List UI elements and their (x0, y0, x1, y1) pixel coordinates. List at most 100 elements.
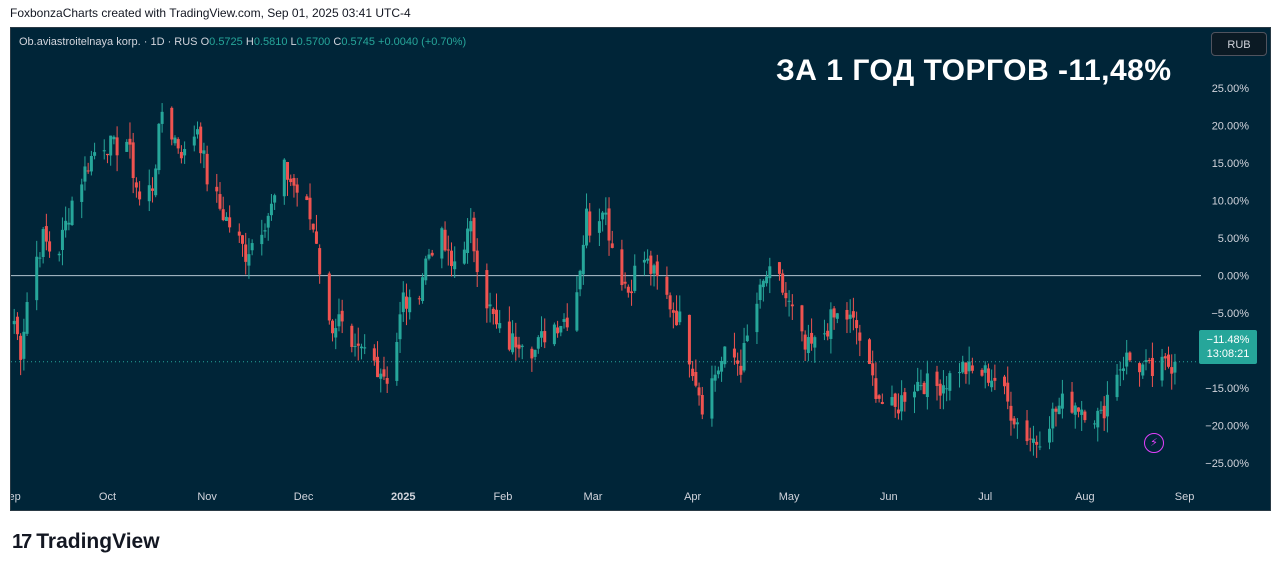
candle-body (630, 291, 634, 294)
y-tick-label: 20.00% (1212, 121, 1250, 133)
candle-body (1035, 441, 1039, 445)
candle-body (813, 337, 817, 348)
candle-body (511, 333, 515, 353)
price-chart[interactable]: 30.00%25.00%20.00%15.00%10.00%5.00%0.00%… (11, 28, 1271, 511)
candle-body (520, 345, 524, 348)
lightning-icon[interactable]: ⚡ (1144, 433, 1164, 453)
candle-body (1147, 360, 1151, 362)
candle-body (1115, 374, 1119, 398)
candle-body (536, 337, 540, 349)
candle-body (15, 316, 19, 335)
candle-body (314, 231, 318, 244)
candle-body (1012, 418, 1016, 425)
candle-body (980, 369, 984, 376)
candle-body (835, 313, 839, 319)
candle-body (453, 261, 457, 270)
candle-body (128, 138, 132, 145)
candle-body (218, 194, 222, 209)
candle-body (700, 395, 704, 415)
candle-body (668, 295, 672, 310)
candle-body (205, 153, 209, 185)
candle-body (131, 142, 135, 179)
brand-name: TradingView (36, 530, 160, 553)
candle-body (1093, 423, 1097, 425)
candle-body (93, 152, 97, 156)
candle-body (678, 311, 682, 323)
candle-body (331, 320, 335, 334)
candle-body (440, 228, 444, 259)
x-tick-label: Oct (99, 491, 116, 503)
candle-body (559, 325, 563, 333)
candle-body (1105, 394, 1109, 417)
candle-body (993, 377, 997, 381)
candle-body (604, 212, 608, 215)
candle-body (649, 255, 653, 274)
candle-body (1099, 409, 1103, 411)
candle-body (552, 324, 556, 345)
candle-body (1028, 438, 1032, 440)
x-tick-label: Aug (1075, 491, 1095, 503)
currency-button[interactable]: RUB (1211, 32, 1267, 56)
candle-body (581, 244, 585, 275)
candle-body (1006, 382, 1010, 402)
candle-body (597, 221, 601, 233)
candle-body (48, 241, 52, 252)
candle-body (941, 385, 945, 394)
candle-body (1076, 407, 1080, 412)
candle-body (427, 254, 431, 259)
candle-body (964, 362, 968, 375)
candle-body (720, 360, 724, 372)
candle-body (697, 387, 701, 396)
candle-body (80, 184, 84, 202)
candle-body (787, 300, 791, 302)
candle-body (308, 197, 312, 220)
candle-body (408, 297, 412, 313)
candle-body (1160, 356, 1164, 381)
candle-body (350, 325, 354, 347)
candle-body (289, 178, 293, 183)
candle-body (404, 296, 408, 309)
candle-body (732, 348, 736, 358)
candle-body (1015, 422, 1019, 425)
y-tick-label: −25.00% (1205, 458, 1249, 470)
candle-body (961, 361, 965, 373)
headline-text: ЗА 1 ГОД ТОРГОВ -11,48% (776, 54, 1172, 87)
candle-body (60, 229, 64, 250)
candle-body (356, 343, 360, 346)
candle-body (22, 331, 26, 359)
candle-body (1031, 438, 1035, 443)
candle-body (1057, 405, 1061, 415)
candle-body (1060, 393, 1064, 409)
candle-body (967, 361, 971, 372)
candle-body (601, 212, 605, 220)
candle-body (292, 178, 296, 186)
candle-body (244, 244, 248, 262)
candle-body (173, 137, 177, 144)
candle-body (822, 333, 826, 335)
chart-panel[interactable]: 30.00%25.00%20.00%15.00%10.00%5.00%0.00%… (10, 27, 1271, 511)
chart-caption: FoxbonzaCharts created with TradingView.… (10, 6, 411, 20)
candle-body (215, 186, 219, 192)
candle-body (44, 226, 48, 242)
candle-body (488, 304, 492, 307)
candle-body (125, 141, 129, 152)
candle-body (67, 222, 71, 225)
candle-body (533, 349, 537, 357)
candle-body (462, 249, 466, 264)
y-tick-label: 15.00% (1212, 158, 1250, 170)
close-label: C (333, 36, 342, 48)
candle-body (430, 252, 434, 256)
candle-body (900, 395, 904, 412)
candle-body (1038, 446, 1042, 448)
candle-body (263, 230, 267, 232)
candle-body (761, 280, 765, 288)
candle-body (880, 401, 884, 405)
candle-body (855, 320, 859, 329)
last-price-value: −11.48% (1206, 334, 1250, 346)
candle-body (970, 365, 974, 371)
y-tick-label: −5.00% (1211, 308, 1249, 320)
candle-body (768, 266, 772, 279)
candle-body (810, 332, 814, 344)
candle-body (919, 385, 923, 387)
candle-body (475, 250, 479, 273)
